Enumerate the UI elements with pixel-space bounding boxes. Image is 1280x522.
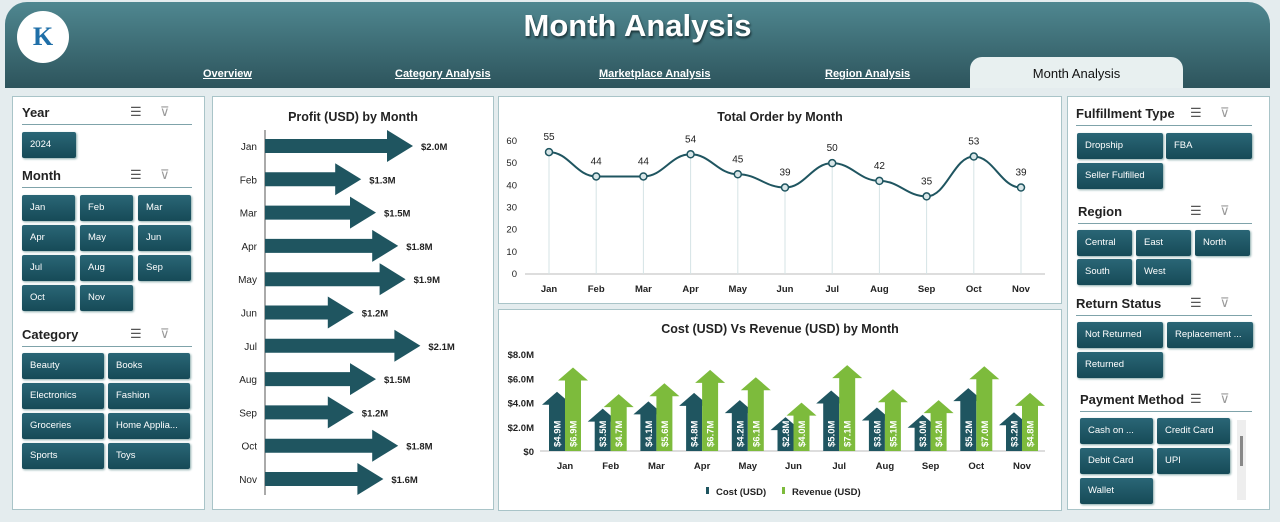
category-slicer-item[interactable]: Sports — [22, 443, 104, 469]
payment-slicer-item[interactable]: UPI — [1157, 448, 1230, 474]
region-slicer-item[interactable]: West — [1136, 259, 1191, 285]
fulfillment-slicer-label: Fulfillment Type — [1076, 106, 1175, 121]
region-slicer-item[interactable]: East — [1136, 230, 1191, 256]
fulfillment-slicer-item[interactable]: Dropship — [1077, 133, 1163, 159]
clear-filter-icon[interactable]: ⊽ — [160, 326, 170, 341]
category-slicer-item[interactable]: Fashion — [108, 383, 190, 409]
cost-revenue-chart-panel — [498, 309, 1062, 511]
month-slicer-item[interactable]: Feb — [80, 195, 133, 221]
slicer-divider — [22, 124, 192, 125]
clear-filter-icon[interactable]: ⊽ — [160, 104, 170, 119]
clear-filter-icon[interactable]: ⊽ — [1220, 295, 1230, 310]
slicer-divider — [1076, 315, 1252, 316]
multi-select-icon[interactable]: ☰ — [1190, 203, 1202, 218]
payment-slicer-item[interactable]: Wallet — [1080, 478, 1153, 504]
payment-slicer-item[interactable]: Debit Card — [1080, 448, 1153, 474]
multi-select-icon[interactable]: ☰ — [130, 167, 142, 182]
month-slicer-item[interactable]: Apr — [22, 225, 75, 251]
month-slicer-item[interactable]: Jun — [138, 225, 191, 251]
category-slicer-item[interactable]: Books — [108, 353, 190, 379]
slicer-divider — [1080, 411, 1252, 412]
category-slicer-item[interactable]: Beauty — [22, 353, 104, 379]
region-slicer-item[interactable]: Central — [1077, 230, 1132, 256]
category-slicer-item[interactable]: Toys — [108, 443, 190, 469]
tab-overview[interactable]: Overview — [203, 68, 252, 80]
orders-chart-title: Total Order by Month — [717, 110, 843, 124]
region-slicer-label: Region — [1078, 204, 1123, 219]
category-slicer-item[interactable]: Electronics — [22, 383, 104, 409]
tab-month-analysis[interactable]: Month Analysis — [970, 57, 1183, 88]
fulfillment-slicer-item[interactable]: FBA — [1166, 133, 1252, 159]
return-slicer-item[interactable]: Not Returned — [1077, 322, 1163, 348]
header-bar: K Month Analysis — [5, 2, 1270, 88]
category-slicer-item[interactable]: Home Applia... — [108, 413, 190, 439]
return-slicer-label: Return Status — [1076, 296, 1162, 311]
month-slicer-item[interactable]: Jul — [22, 255, 75, 281]
year-slicer-item[interactable]: 2024 — [22, 132, 76, 158]
category-slicer-item[interactable]: Groceries — [22, 413, 104, 439]
clear-filter-icon[interactable]: ⊽ — [1220, 203, 1230, 218]
category-slicer-label: Category — [22, 327, 79, 342]
slicer-divider — [22, 187, 192, 188]
tab-marketplace-analysis[interactable]: Marketplace Analysis — [599, 68, 711, 80]
cost-revenue-chart-title: Cost (USD) Vs Revenue (USD) by Month — [661, 322, 899, 336]
region-slicer-item[interactable]: South — [1077, 259, 1132, 285]
multi-select-icon[interactable]: ☰ — [1190, 295, 1202, 310]
fulfillment-slicer-item[interactable]: Seller Fulfilled — [1077, 163, 1163, 189]
page-title: Month Analysis — [523, 8, 752, 43]
month-slicer-item[interactable]: Oct — [22, 285, 75, 311]
profit-chart-panel — [212, 96, 494, 510]
month-slicer-item[interactable]: May — [80, 225, 133, 251]
region-slicer-item[interactable]: North — [1195, 230, 1250, 256]
clear-filter-icon[interactable]: ⊽ — [1220, 105, 1230, 120]
profit-chart-title: Profit (USD) by Month — [288, 110, 418, 124]
return-slicer-item[interactable]: Returned — [1077, 352, 1163, 378]
multi-select-icon[interactable]: ☰ — [1190, 105, 1202, 120]
tab-category-analysis[interactable]: Category Analysis — [395, 68, 491, 80]
payment-slicer-item[interactable]: Credit Card — [1157, 418, 1230, 444]
clear-filter-icon[interactable]: ⊽ — [1220, 391, 1230, 406]
slicer-divider — [1078, 223, 1252, 224]
tab-region-analysis[interactable]: Region Analysis — [825, 68, 911, 80]
company-logo: K — [17, 11, 69, 63]
orders-chart-panel — [498, 96, 1062, 304]
month-slicer-item[interactable]: Nov — [80, 285, 133, 311]
month-slicer-item[interactable]: Jan — [22, 195, 75, 221]
multi-select-icon[interactable]: ☰ — [130, 326, 142, 341]
return-slicer-item[interactable]: Replacement ... — [1167, 322, 1253, 348]
month-slicer-label: Month — [22, 168, 61, 183]
multi-select-icon[interactable]: ☰ — [130, 104, 142, 119]
slicer-divider — [1076, 125, 1252, 126]
payment-scrollbar[interactable] — [1237, 420, 1246, 500]
year-slicer-label: Year — [22, 105, 50, 120]
payment-slicer-label: Payment Method — [1080, 392, 1185, 407]
multi-select-icon[interactable]: ☰ — [1190, 391, 1202, 406]
payment-slicer-item[interactable]: Cash on ... — [1080, 418, 1153, 444]
slicer-divider — [22, 346, 192, 347]
month-slicer-item[interactable]: Sep — [138, 255, 191, 281]
month-slicer-item[interactable]: Aug — [80, 255, 133, 281]
month-slicer-item[interactable]: Mar — [138, 195, 191, 221]
clear-filter-icon[interactable]: ⊽ — [160, 167, 170, 182]
